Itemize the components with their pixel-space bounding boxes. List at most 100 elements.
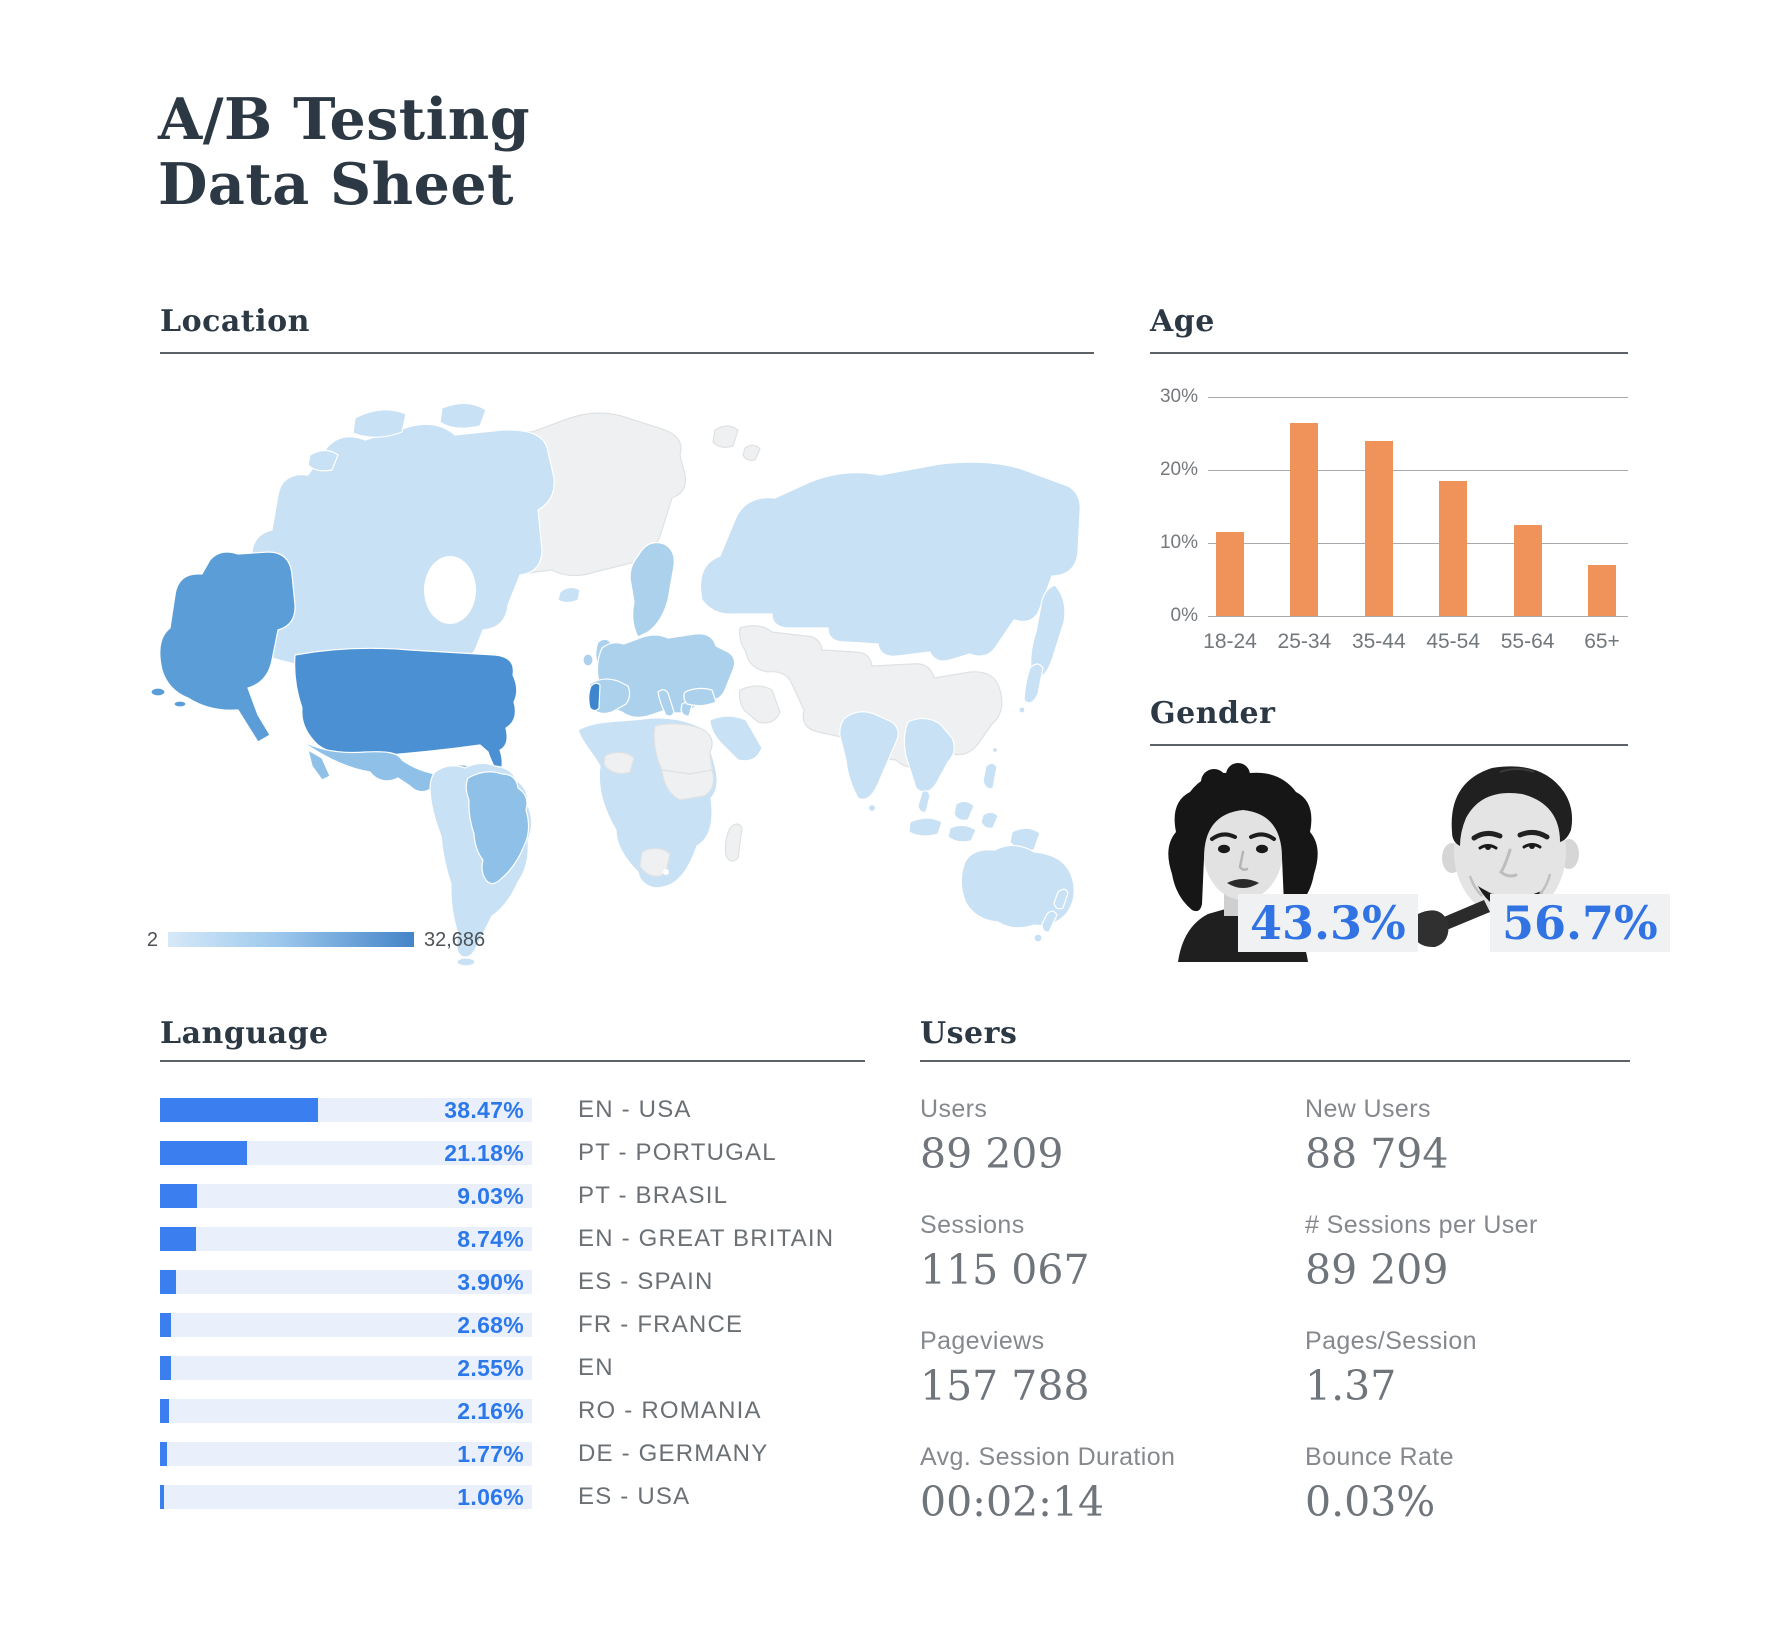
language-label: EN xyxy=(578,1354,614,1381)
language-bar-fill xyxy=(160,1356,171,1380)
language-label: PT - PORTUGAL xyxy=(578,1139,777,1166)
language-percent: 1.77% xyxy=(457,1441,524,1467)
age-category-label: 18-24 xyxy=(1203,630,1257,653)
country-turkey xyxy=(683,687,717,707)
page-title-line1: A/B Testing xyxy=(158,86,531,153)
language-bar-track: 3.90% xyxy=(160,1270,532,1294)
island-madagascar xyxy=(724,823,743,862)
country-canada xyxy=(245,423,555,672)
language-row: 38.47% EN - USA xyxy=(160,1096,865,1123)
language-heading: Language xyxy=(160,1016,329,1051)
language-bar-track: 2.55% xyxy=(160,1356,532,1380)
users-stats-grid: Users 89 209 New Users 88 794 Sessions 115 06… xyxy=(920,1095,1632,1559)
page-title-line2: Data Sheet xyxy=(158,150,514,218)
male-portrait-image xyxy=(1412,766,1579,948)
stat-cell: Pages/Session 1.37 xyxy=(1305,1327,1632,1443)
language-label: FR - FRANCE xyxy=(578,1311,744,1338)
language-row: 1.77% DE - GERMANY xyxy=(160,1440,865,1467)
language-label: PT - BRASIL xyxy=(578,1182,729,1209)
stat-label: Users xyxy=(920,1095,988,1123)
islands-svalbard xyxy=(712,425,761,462)
language-row: 2.68% FR - FRANCE xyxy=(160,1311,865,1338)
language-bar-track: 1.77% xyxy=(160,1442,532,1466)
stat-label: # Sessions per User xyxy=(1305,1211,1538,1239)
female-percentage-badge: 43.3% xyxy=(1238,894,1418,952)
stat-label: Pageviews xyxy=(920,1327,1045,1355)
country-iran xyxy=(738,685,781,724)
language-percent: 2.68% xyxy=(457,1312,524,1338)
age-bar xyxy=(1513,524,1542,616)
age-bar xyxy=(1439,480,1468,616)
language-label: DE - GERMANY xyxy=(578,1440,769,1467)
island-borneo xyxy=(953,800,975,821)
stat-label: Bounce Rate xyxy=(1305,1443,1454,1471)
stat-cell: Sessions 115 067 xyxy=(920,1211,1305,1327)
age-category-label: 35-44 xyxy=(1351,630,1406,653)
map-legend-gradient xyxy=(168,932,414,947)
language-bar-fill xyxy=(160,1313,171,1337)
language-percent: 2.55% xyxy=(457,1355,524,1381)
gridline-10 xyxy=(1208,543,1628,544)
tierra-del-fuego xyxy=(456,957,476,967)
island-taiwan xyxy=(991,746,999,754)
language-bar-fill xyxy=(160,1184,197,1208)
language-bar-track: 38.47% xyxy=(160,1098,532,1122)
region-malay-peninsula xyxy=(917,790,931,813)
country-russia xyxy=(699,461,1081,662)
stat-label: Sessions xyxy=(920,1211,1025,1239)
age-category-label: 25-34 xyxy=(1277,630,1332,653)
island-tasmania xyxy=(1033,933,1043,943)
language-bar-track: 1.06% xyxy=(160,1485,532,1509)
country-italy xyxy=(657,689,675,717)
aleutian-islands xyxy=(150,687,166,697)
language-label: EN - USA xyxy=(578,1096,692,1123)
country-philippines xyxy=(982,762,998,790)
stat-value: 157 788 xyxy=(920,1362,1090,1410)
age-heading: Age xyxy=(1150,304,1215,339)
users-heading: Users xyxy=(920,1016,1018,1051)
country-new-zealand xyxy=(1041,888,1069,933)
age-bar xyxy=(1364,440,1393,616)
users-divider xyxy=(920,1060,1630,1062)
language-row: 21.18% PT - PORTUGAL xyxy=(160,1139,865,1166)
language-bar-fill xyxy=(160,1227,196,1251)
ytick-label: 10% xyxy=(1159,532,1198,553)
language-percent: 38.47% xyxy=(444,1097,524,1123)
region-sudan-chad xyxy=(661,769,715,801)
language-percent: 9.03% xyxy=(457,1183,524,1209)
age-category-label: 45-54 xyxy=(1426,630,1481,653)
stat-value: 89 209 xyxy=(1305,1246,1449,1294)
language-label: RO - ROMANIA xyxy=(578,1397,762,1424)
stat-cell: Users 89 209 xyxy=(920,1095,1305,1211)
island-sri-lanka xyxy=(867,803,877,813)
language-row: 8.74% EN - GREAT BRITAIN xyxy=(160,1225,865,1252)
island-java xyxy=(947,824,977,843)
country-lesotho xyxy=(663,869,669,875)
region-indochina xyxy=(903,717,955,793)
state-alaska xyxy=(159,551,296,743)
country-india xyxy=(839,711,899,800)
aleutian-islands-2 xyxy=(173,700,187,708)
stat-value: 115 067 xyxy=(920,1246,1090,1294)
stat-label: Avg. Session Duration xyxy=(920,1443,1176,1471)
location-divider xyxy=(160,352,1094,354)
age-bar xyxy=(1588,564,1616,616)
canada-arctic-islands xyxy=(307,402,487,472)
language-percent: 1.06% xyxy=(457,1484,524,1510)
country-iceland xyxy=(557,586,581,604)
gender-heading: Gender xyxy=(1150,696,1276,731)
stat-cell: New Users 88 794 xyxy=(1305,1095,1632,1211)
stat-value: 0.03% xyxy=(1305,1478,1436,1526)
stat-label: Pages/Session xyxy=(1305,1327,1477,1355)
male-percentage-badge: 56.7% xyxy=(1490,894,1670,952)
country-brazil xyxy=(465,771,530,885)
language-label: ES - USA xyxy=(578,1483,691,1510)
stat-cell: Bounce Rate 0.03% xyxy=(1305,1443,1632,1559)
language-bar-fill xyxy=(160,1485,165,1509)
age-category-label: 55-64 xyxy=(1500,630,1555,653)
age-bar-chart: 30% 20% 10% 0% 18-24 25-34 35-44 45-54 55-64… xyxy=(1150,352,1628,682)
language-bar-fill xyxy=(160,1270,176,1294)
language-label: EN - GREAT BRITAIN xyxy=(578,1225,835,1252)
country-ireland xyxy=(582,653,594,667)
